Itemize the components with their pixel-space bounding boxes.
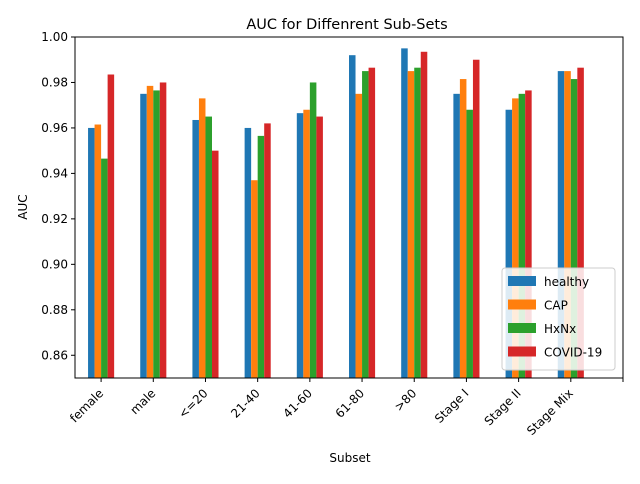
bar-hxnx-8 (518, 93, 526, 378)
x-tick-label: 41-60 (280, 386, 315, 421)
bar-covid-19-6 (420, 51, 428, 378)
bar-healthy-7 (453, 93, 460, 378)
bar-cap-7 (459, 79, 467, 378)
bar-healthy-5 (349, 55, 356, 378)
bar-hxnx-4 (309, 82, 317, 378)
chart-title: AUC for Diffenrent Sub-Sets (246, 17, 447, 33)
y-tick-label: 1.00 (41, 30, 68, 44)
bars-layer (88, 48, 584, 379)
bar-healthy-9 (557, 71, 565, 378)
bar-cap-1 (146, 85, 154, 379)
bar-hxnx-3 (257, 135, 265, 378)
bar-covid-19-9 (577, 67, 584, 378)
bar-healthy-6 (401, 48, 408, 378)
y-tick-label: 0.90 (41, 257, 68, 271)
bar-covid-19-5 (368, 67, 376, 378)
bar-healthy-3 (244, 127, 252, 378)
bar-cap-3 (251, 180, 258, 378)
x-tick-label: female (67, 386, 106, 425)
legend-swatch-cap (508, 299, 536, 310)
legend-swatch-healthy (508, 276, 536, 286)
y-tick-label: 0.98 (41, 75, 68, 89)
bar-covid-19-8 (525, 90, 532, 378)
x-tick-label: 61-80 (333, 386, 368, 421)
bar-cap-2 (198, 98, 206, 378)
bar-cap-0 (94, 124, 102, 378)
axes-layer: 0.86 0.88 0.90 0.92 0.94 0.96 0.98 1.00 female ma… (41, 30, 624, 438)
bar-hxnx-9 (570, 79, 578, 378)
legend-swatch-hxnx (508, 323, 536, 333)
bar-covid-19-4 (316, 116, 323, 379)
y-tick-label: 0.86 (41, 348, 68, 362)
bar-hxnx-0 (101, 158, 108, 378)
x-tick-label: Stage I (432, 386, 472, 426)
x-axis-label: Subset (329, 451, 370, 465)
bar-hxnx-1 (153, 90, 160, 378)
bar-covid-19-0 (107, 74, 115, 378)
x-tick-label: male (127, 386, 158, 417)
y-axis-label: AUC (16, 194, 30, 219)
bar-hxnx-5 (362, 71, 369, 378)
legend-label: CAP (544, 299, 568, 313)
bar-covid-19-2 (212, 150, 219, 378)
bar-cap-6 (407, 71, 415, 378)
bar-cap-9 (564, 71, 571, 378)
bar-covid-19-3 (264, 123, 271, 379)
legend-label: HxNx (544, 322, 576, 336)
bar-healthy-2 (192, 119, 199, 378)
bar-healthy-0 (88, 127, 95, 378)
x-tick-label: <=20 (176, 386, 211, 421)
bar-hxnx-6 (414, 67, 421, 378)
x-tick-label: Stage Mix (524, 386, 576, 438)
legend: healthy CAP HxNx COVID-19 (501, 267, 616, 371)
legend-label: COVID-19 (544, 346, 602, 360)
y-tick-label: 0.96 (41, 121, 68, 135)
plot-frame (74, 36, 624, 379)
bar-cap-4 (303, 109, 310, 378)
bar-covid-19-1 (159, 82, 167, 378)
legend-box (501, 267, 616, 371)
bar-covid-19-7 (472, 59, 480, 378)
legend-label: healthy (544, 275, 589, 289)
bar-hxnx-2 (205, 116, 212, 379)
bar-healthy-1 (140, 93, 147, 378)
x-tick-label: >80 (392, 386, 420, 414)
x-tick-label: 21-40 (228, 386, 263, 421)
bar-cap-5 (355, 93, 363, 378)
bar-healthy-4 (296, 113, 304, 378)
bar-cap-8 (512, 98, 519, 378)
x-tick-label: Stage II (482, 386, 524, 428)
bar-healthy-8 (505, 109, 513, 378)
y-tick-label: 0.94 (41, 166, 68, 180)
bar-hxnx-7 (466, 109, 473, 378)
y-tick-label: 0.92 (41, 212, 68, 226)
y-tick-label: 0.88 (41, 303, 68, 317)
legend-swatch-covid-19 (508, 346, 536, 357)
